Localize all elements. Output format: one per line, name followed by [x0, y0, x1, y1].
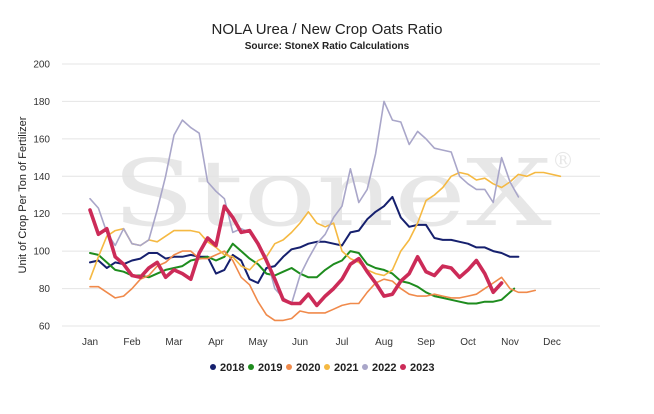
x-tick-label: Aug — [375, 337, 393, 348]
legend-label-2018: 2018 — [220, 362, 244, 374]
watermark-text: StoneX — [112, 140, 553, 247]
watermark-registered-mark: ® — [552, 149, 574, 174]
y-tick-label: 100 — [33, 247, 50, 258]
legend-label-2021: 2021 — [334, 362, 358, 374]
y-tick-label: 60 — [39, 322, 51, 333]
series-line-2020 — [89, 250, 536, 322]
series-lines — [88, 100, 562, 322]
x-tick-label: Sep — [417, 337, 435, 348]
legend-label-2022: 2022 — [372, 362, 396, 374]
y-tick-label: 180 — [33, 97, 50, 108]
y-tick-label: 80 — [39, 284, 51, 295]
legend-marker-2023 — [400, 364, 406, 370]
x-tick-label: Oct — [460, 337, 476, 348]
legend-marker-2022 — [362, 364, 368, 370]
x-tick-label: Feb — [123, 337, 141, 348]
y-tick-label: 120 — [33, 209, 50, 220]
legend-label-2020: 2020 — [296, 362, 320, 374]
x-tick-label: Mar — [165, 337, 183, 348]
x-tick-label: Apr — [208, 337, 224, 348]
x-tick-label: Jul — [336, 337, 349, 348]
chart-title: NOLA Urea / New Crop Oats Ratio — [211, 21, 443, 38]
x-axis: Jan Feb Mar Apr May Jun Jul Aug Sep Oct Nov Dec — [82, 337, 561, 348]
x-tick-label: Jan — [82, 337, 98, 348]
y-tick-label: 140 — [33, 172, 50, 183]
legend-marker-2018 — [210, 364, 216, 370]
legend-marker-2020 — [286, 364, 292, 370]
watermark: StoneX ® — [112, 140, 574, 247]
x-tick-label: Dec — [543, 337, 561, 348]
y-axis: 60 80 100 120 140 160 180 200 — [33, 60, 50, 333]
chart-subtitle: Source: StoneX Ratio Calculations — [244, 41, 410, 52]
legend: 2018 2019 2020 2021 2022 2023 — [210, 362, 434, 374]
x-tick-label: May — [249, 337, 268, 348]
legend-marker-2019 — [248, 364, 254, 370]
series-line-2018 — [89, 195, 520, 284]
series-line-2023 — [88, 204, 504, 308]
series-line-2021 — [89, 171, 562, 280]
series-line-2022 — [89, 100, 520, 305]
legend-label-2019: 2019 — [258, 362, 282, 374]
x-tick-label: Nov — [501, 337, 519, 348]
y-axis-label: Unit of Crop Per Ton of Fertilizer — [17, 116, 29, 273]
x-tick-label: Jun — [292, 337, 308, 348]
legend-label-2023: 2023 — [410, 362, 434, 374]
legend-marker-2021 — [324, 364, 330, 370]
y-tick-label: 200 — [33, 60, 50, 71]
y-tick-label: 160 — [33, 134, 50, 145]
